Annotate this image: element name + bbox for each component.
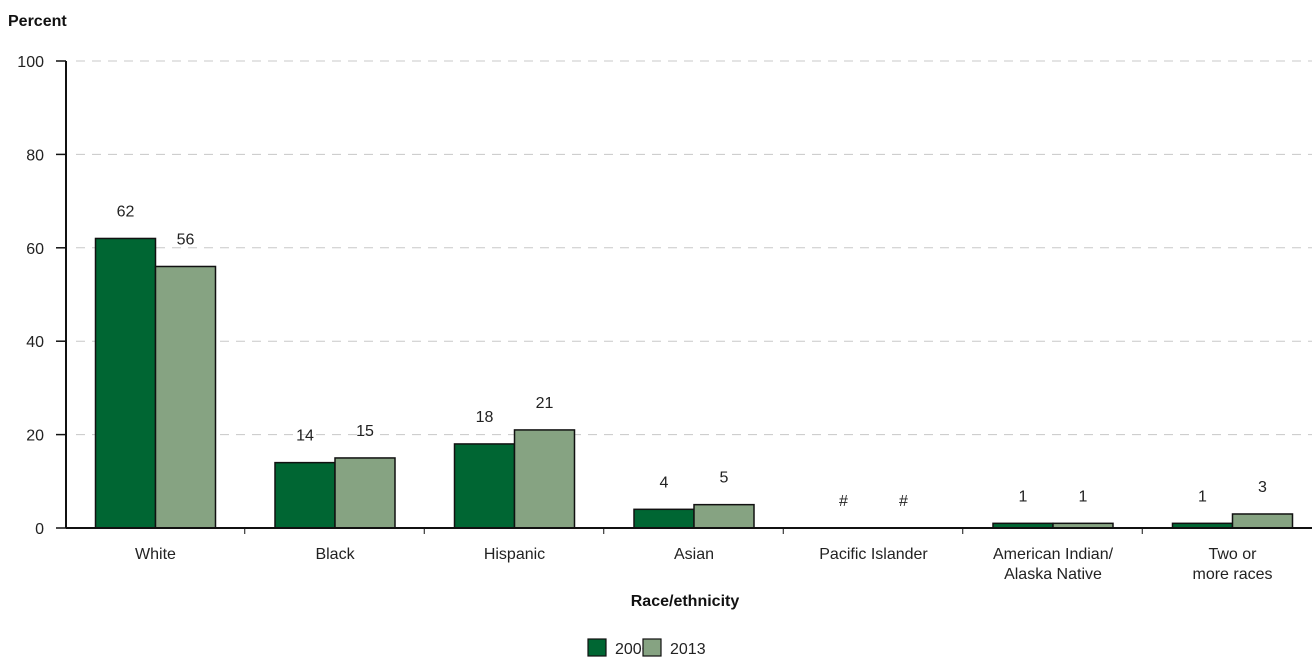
bar-2013 [1231,513,1294,529]
bars [94,237,1294,529]
y-tick-label: 60 [26,241,44,258]
legend-swatch-2013 [642,638,662,657]
category-label: Pacific Islander [819,546,928,563]
category-label: American Indian/ [993,546,1114,563]
bar-2000 [94,237,157,529]
legend-label: 2000 [615,641,651,658]
bar-2000 [453,443,516,529]
data-label: 15 [356,423,374,440]
legend: 2000 2013 [587,638,706,658]
x-axis-title: Race/ethnicity [631,593,740,610]
category-label: White [135,546,176,563]
data-label: 18 [476,409,494,426]
category-labels: White Black Hispanic Asian Pacific Islander A… [135,528,1273,583]
bar-2013 [693,503,755,529]
data-label: 3 [1258,479,1267,496]
y-axis-title: Percent [8,13,67,30]
data-label: 56 [177,231,195,248]
bar-2000 [633,508,695,529]
data-label: 62 [117,203,135,220]
y-tick-label: 0 [35,521,44,538]
bar-2000 [274,461,336,529]
data-label: 5 [720,470,729,487]
y-tick-label: 100 [17,54,44,71]
data-label: 14 [296,428,314,445]
data-label: 4 [660,474,669,491]
bar-2013 [513,429,576,529]
data-label: # [839,493,848,510]
bar-2013 [334,457,396,529]
data-label: 21 [536,395,554,412]
data-label: # [899,493,908,510]
y-tick-label: 40 [26,334,44,351]
category-label: Two or [1208,546,1257,563]
category-label: more races [1192,566,1272,583]
category-label: Black [315,546,355,563]
category-label: Hispanic [484,546,545,563]
category-label: Asian [674,546,714,563]
bar-2013 [154,265,217,529]
legend-swatch-2000 [587,638,607,657]
category-label: Alaska Native [1004,566,1102,583]
legend-label: 2013 [670,641,706,658]
y-tick-label: 20 [26,428,44,445]
gridlines [76,60,1312,436]
y-axis-ticks: 0 20 40 60 80 100 [17,54,66,538]
data-label: 1 [1198,488,1207,505]
y-tick-label: 80 [26,147,44,164]
data-labels: 62 56 14 15 18 21 4 5 # #1 1 1 3 [117,203,1267,510]
data-label: 1 [1079,488,1088,505]
data-label: 1 [1019,488,1028,505]
